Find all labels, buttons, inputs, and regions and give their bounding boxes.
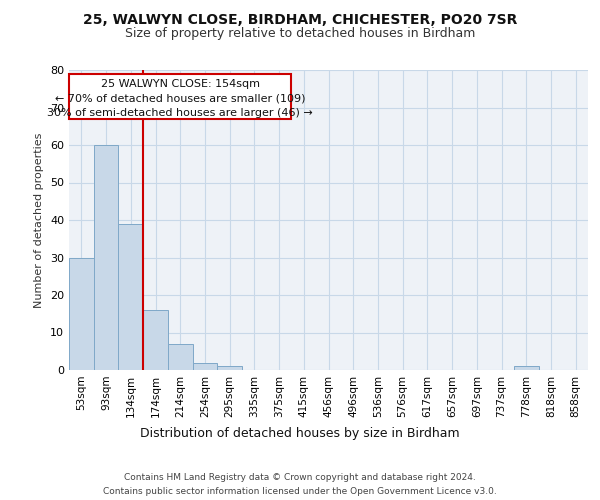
Bar (143, 310, 168, 370)
Text: 30% of semi-detached houses are larger (46) →: 30% of semi-detached houses are larger (… (47, 108, 313, 118)
Bar (168, 344, 193, 370)
Y-axis label: Number of detached properties: Number of detached properties (34, 132, 44, 308)
Bar (217, 366, 242, 370)
Text: Contains HM Land Registry data © Crown copyright and database right 2024.: Contains HM Land Registry data © Crown c… (124, 472, 476, 482)
Text: 25, WALWYN CLOSE, BIRDHAM, CHICHESTER, PO20 7SR: 25, WALWYN CLOSE, BIRDHAM, CHICHESTER, P… (83, 12, 517, 26)
Bar (118, 224, 143, 370)
Text: Contains public sector information licensed under the Open Government Licence v3: Contains public sector information licen… (103, 488, 497, 496)
Bar (94, 145, 118, 370)
Bar (193, 362, 217, 370)
Text: Distribution of detached houses by size in Birdham: Distribution of detached houses by size … (140, 428, 460, 440)
Bar (514, 366, 539, 370)
Bar (69, 258, 94, 370)
Text: Size of property relative to detached houses in Birdham: Size of property relative to detached ho… (125, 28, 475, 40)
FancyBboxPatch shape (69, 74, 292, 118)
Text: 25 WALWYN CLOSE: 154sqm: 25 WALWYN CLOSE: 154sqm (101, 80, 260, 90)
Text: ← 70% of detached houses are smaller (109): ← 70% of detached houses are smaller (10… (55, 93, 305, 104)
